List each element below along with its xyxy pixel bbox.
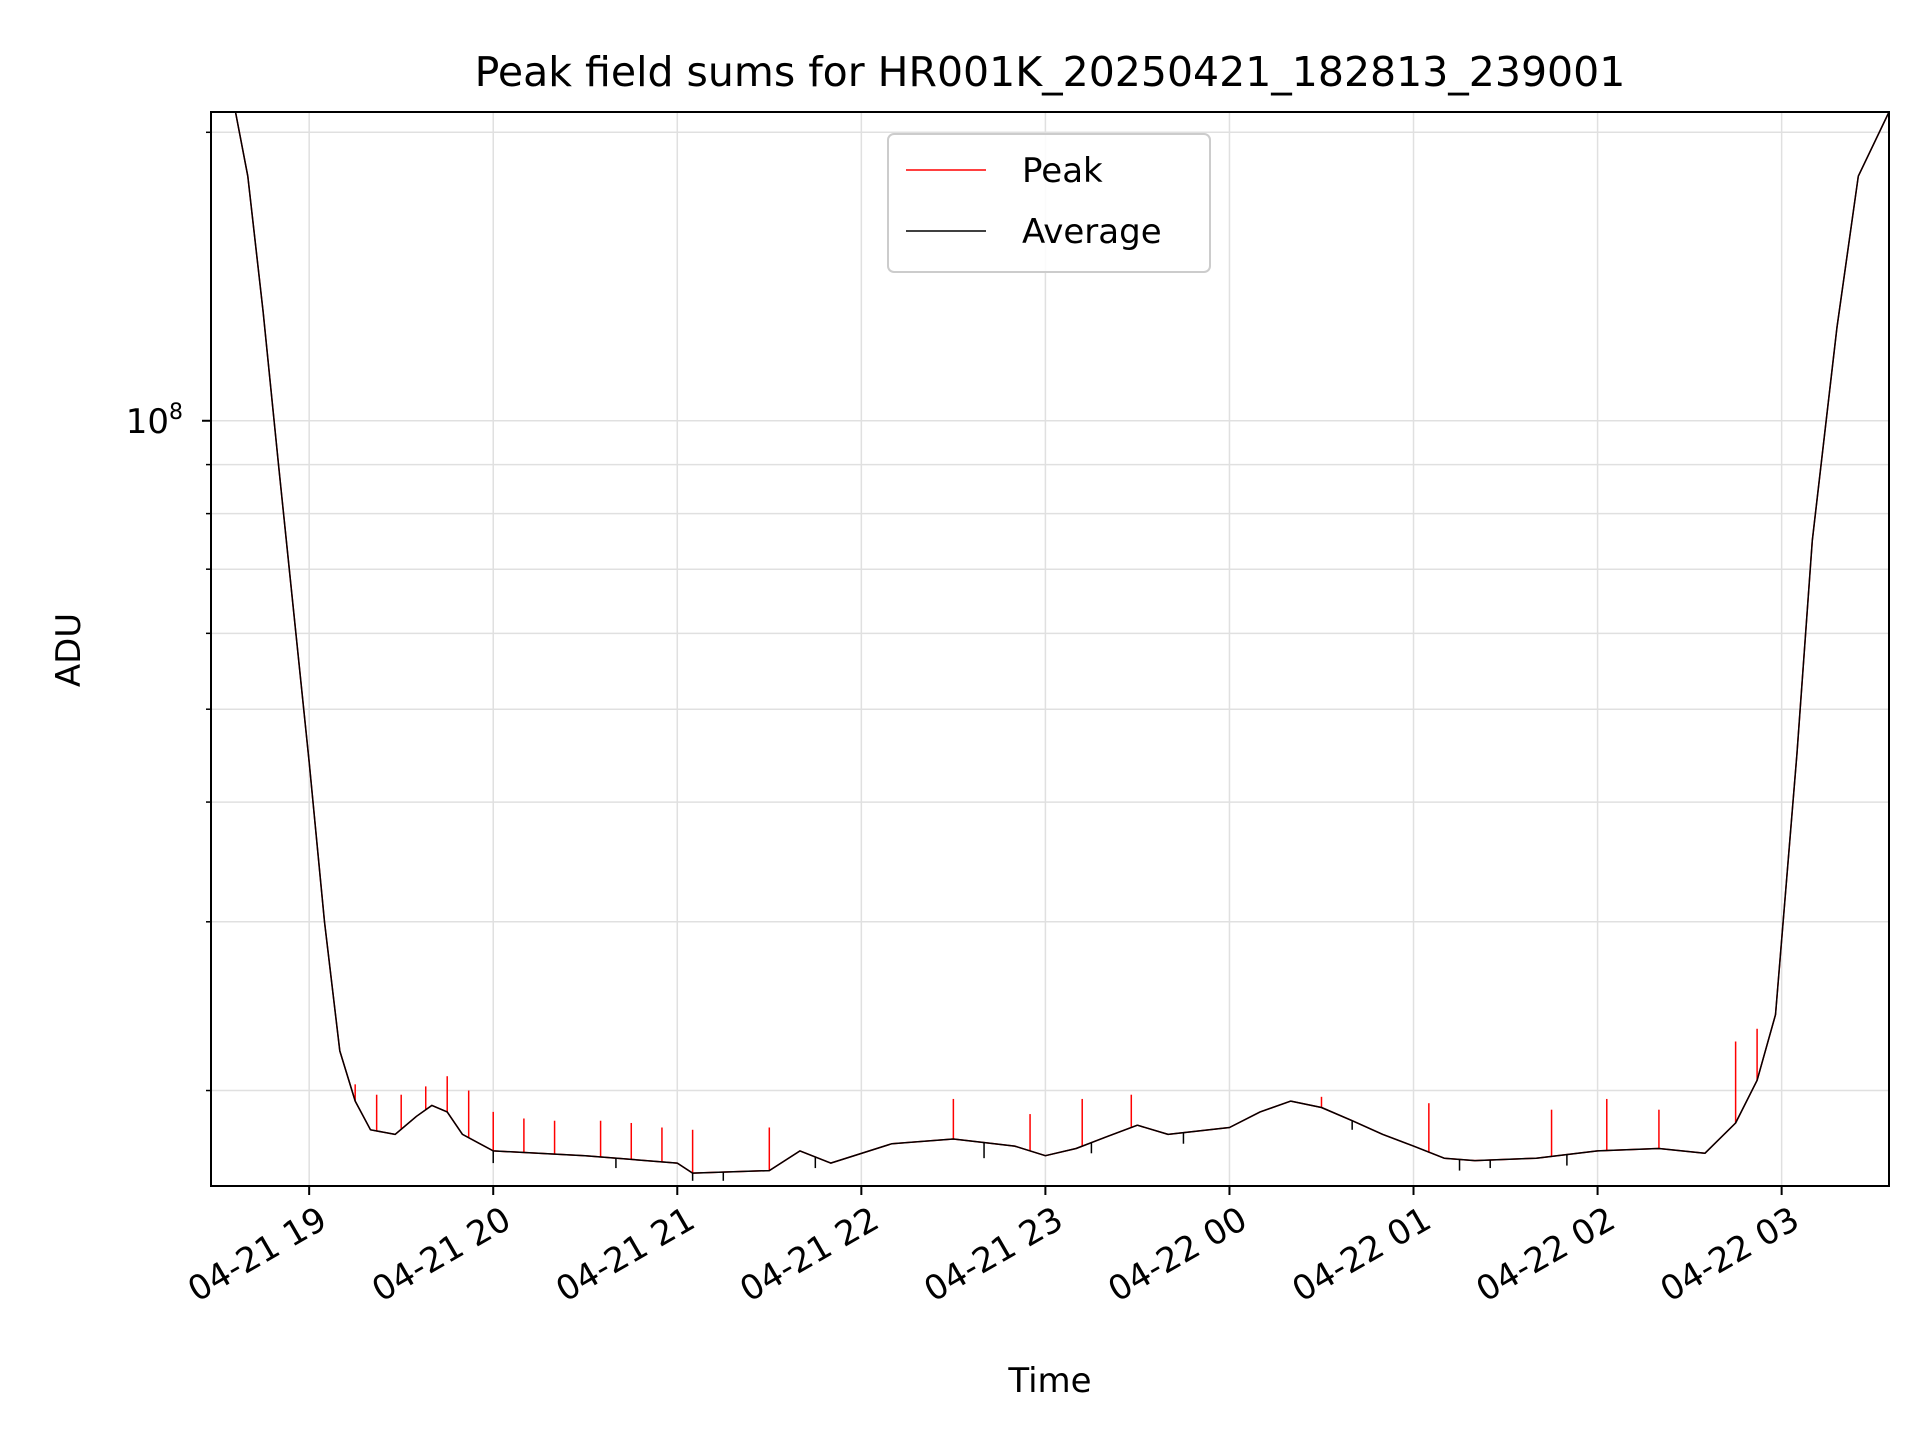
chart-title: Peak field sums for HR001K_20250421_1828… xyxy=(475,48,1626,96)
y-tick-label-base: 10 xyxy=(126,402,169,442)
plot-frame xyxy=(210,111,1890,1187)
y-axis-title: ADU xyxy=(49,613,89,687)
legend-label-average: Average xyxy=(1022,212,1162,252)
y-tick-label: 108 xyxy=(126,400,183,442)
x-axis-title: Time xyxy=(1007,1361,1091,1401)
y-tick-label-exponent: 8 xyxy=(169,400,183,425)
grid xyxy=(211,112,1889,1186)
plot-series xyxy=(211,112,1889,1181)
series-line-average xyxy=(211,112,1889,1174)
legend: Peak Average xyxy=(887,133,1211,273)
legend-label-peak: Peak xyxy=(1022,151,1103,191)
legend-box xyxy=(887,133,1211,273)
